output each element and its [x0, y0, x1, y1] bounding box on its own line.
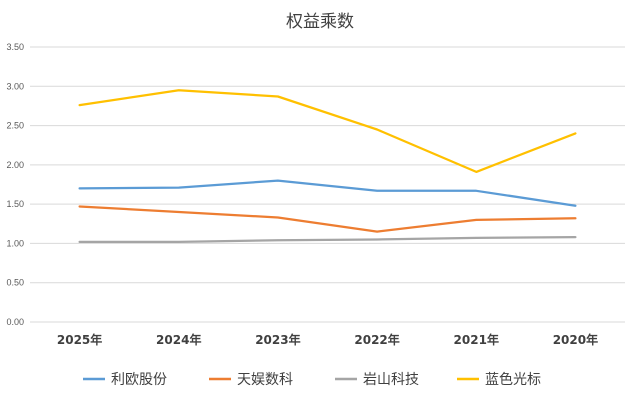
- x-tick-label: 2022年: [354, 332, 399, 347]
- x-tick-label: 2024年: [156, 332, 201, 347]
- series-line-1: [78, 205, 577, 233]
- y-tick-label: 0.50: [6, 278, 24, 288]
- legend: 利欧股份 天娱数科 岩山科技 蓝色光标: [83, 371, 541, 388]
- series-lines: [78, 89, 577, 244]
- series-line-3: [78, 89, 577, 174]
- y-axis-ticks: 0.00 0.50 1.00 1.50 2.00 2.50 3.00 3.50: [6, 42, 24, 327]
- y-tick-label: 3.50: [6, 42, 24, 52]
- y-tick-label: 2.00: [6, 160, 24, 170]
- y-tick-label: 1.00: [6, 238, 24, 248]
- legend-label-2: 岩山科技: [363, 372, 419, 388]
- y-tick-label: 1.50: [6, 199, 24, 209]
- x-tick-label: 2020年: [553, 332, 598, 347]
- x-axis-ticks: 2025年 2024年 2023年 2022年 2021年 2020年: [57, 332, 598, 347]
- legend-label-3: 蓝色光标: [485, 371, 541, 388]
- y-tick-label: 2.50: [6, 121, 24, 131]
- x-tick-label: 2023年: [255, 332, 300, 347]
- legend-label-0: 利欧股份: [111, 372, 167, 388]
- gridlines: [30, 46, 625, 323]
- y-tick-label: 3.00: [6, 81, 24, 91]
- legend-label-1: 天娱数科: [237, 372, 293, 388]
- series-line-0: [78, 179, 577, 207]
- x-tick-label: 2025年: [57, 332, 102, 347]
- chart-title: 权益乘数: [286, 12, 354, 32]
- series-line-2: [78, 235, 577, 244]
- x-tick-label: 2021年: [454, 332, 499, 347]
- y-tick-label: 0.00: [6, 317, 24, 327]
